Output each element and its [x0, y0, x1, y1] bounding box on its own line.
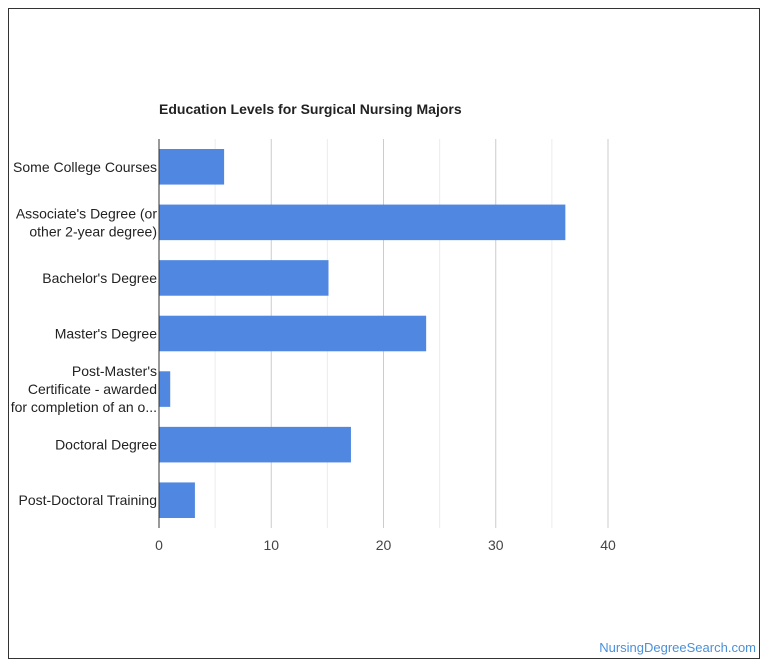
category-labels: Some College Courses Associate's Degree (…: [11, 159, 158, 508]
bar[interactable]: [159, 315, 427, 352]
bar[interactable]: [159, 371, 171, 407]
category-label: Associate's Degree (or other 2-year degre…: [16, 205, 158, 239]
source-link[interactable]: NursingDegreeSearch.com: [599, 640, 756, 655]
bar[interactable]: [159, 426, 351, 463]
bar[interactable]: [159, 149, 225, 185]
category-label: Doctoral Degree: [55, 437, 157, 453]
category-label: Bachelor's Degree: [42, 270, 157, 286]
bars: [159, 149, 566, 518]
bar[interactable]: [159, 204, 566, 241]
x-tick-label: 30: [488, 537, 504, 553]
x-tick-labels: 0 10 20 30 40: [155, 537, 616, 553]
category-label: Post-Doctoral Training: [18, 492, 157, 508]
bar[interactable]: [159, 482, 195, 518]
x-tick-label: 40: [600, 537, 616, 553]
bar[interactable]: [159, 260, 329, 296]
x-tick-label: 0: [155, 537, 163, 553]
category-label: Some College Courses: [13, 159, 157, 175]
category-label: Post-Master's Certificate - awarded for co…: [11, 363, 157, 415]
x-tick-label: 10: [263, 537, 279, 553]
chart-title: Education Levels for Surgical Nursing Ma…: [159, 101, 462, 117]
x-tick-label: 20: [376, 537, 392, 553]
category-label: Master's Degree: [55, 326, 157, 342]
